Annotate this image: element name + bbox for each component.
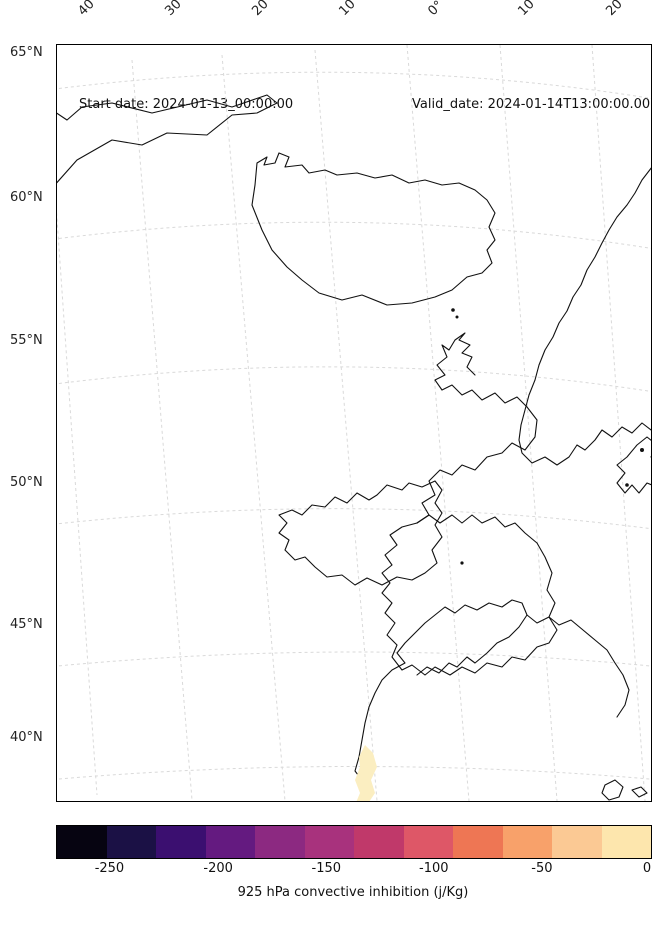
- colorbar-tick-label: -250: [95, 861, 125, 876]
- colorbar-segment: [602, 826, 652, 858]
- lon-tick-label: 0°: [425, 0, 446, 19]
- lon-tick-label: 20°E: [603, 0, 636, 19]
- colorbar-segment: [354, 826, 404, 858]
- colorbar-tick-label: 0: [643, 861, 651, 876]
- lon-tick-label: 40°W: [75, 0, 111, 19]
- colorbar-tick-label: -150: [312, 861, 342, 876]
- colorbar-title: 925 hPa convective inhibition (j/Kg): [56, 885, 650, 900]
- lon-tick-label: 20°W: [249, 0, 285, 19]
- map-panel[interactable]: Start date: 2024-01-13_00:00:00 Valid_da…: [56, 44, 652, 802]
- lon-tick-label: 10°E: [515, 0, 548, 19]
- colorbar-segment: [57, 826, 107, 858]
- lat-tick-label: 65°N: [10, 45, 43, 60]
- map-screenshot: 40°W 30°W 20°W 10°W 0° 10°E 20°E 65°N 60…: [0, 0, 659, 936]
- lon-tick-label: 30°W: [162, 0, 198, 19]
- colorbar-segment: [206, 826, 256, 858]
- cin-data-patches: [355, 745, 377, 801]
- coastlines: [57, 95, 651, 801]
- colorbar-segment: [552, 826, 602, 858]
- lon-tick-label: 10°W: [336, 0, 372, 19]
- colorbar-ticks: -250 -200 -150 -100 -50 0: [56, 859, 650, 879]
- colorbar-segment: [453, 826, 503, 858]
- colorbar-segment: [503, 826, 553, 858]
- map-svg: [57, 45, 651, 801]
- colorbar-segment: [107, 826, 157, 858]
- lat-tick-label: 55°N: [10, 333, 43, 348]
- lat-tick-label: 40°N: [10, 730, 43, 745]
- colorbar[interactable]: [56, 825, 652, 859]
- lat-tick-label: 50°N: [10, 475, 43, 490]
- colorbar-segment: [156, 826, 206, 858]
- colorbar-segment: [305, 826, 355, 858]
- lat-tick-label: 60°N: [10, 190, 43, 205]
- lat-tick-label: 45°N: [10, 617, 43, 632]
- colorbar-segment: [255, 826, 305, 858]
- colorbar-segment: [404, 826, 454, 858]
- colorbar-container: -250 -200 -150 -100 -50 0 925 hPa convec…: [56, 825, 650, 900]
- graticule-lines: [57, 45, 651, 801]
- colorbar-tick-label: -50: [531, 861, 552, 876]
- colorbar-tick-label: -200: [203, 861, 233, 876]
- colorbar-tick-label: -100: [419, 861, 449, 876]
